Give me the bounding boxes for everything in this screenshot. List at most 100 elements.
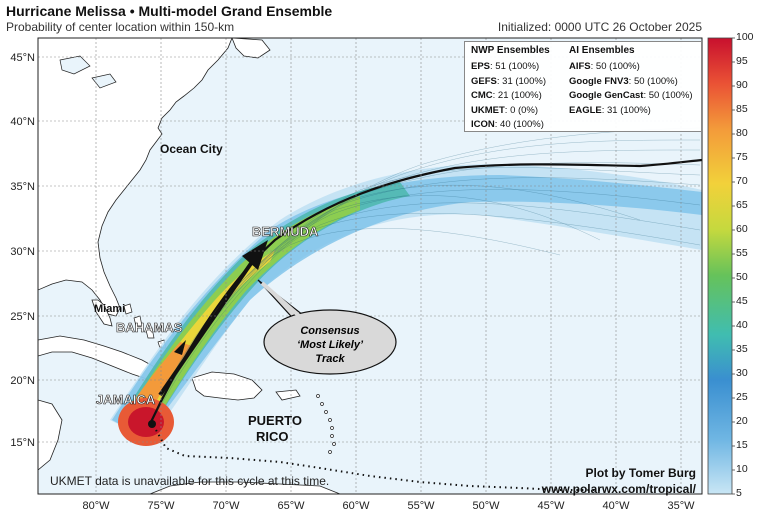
ai-header: AI Ensembles	[569, 45, 635, 56]
colorbar-tick-label: 55	[736, 247, 748, 259]
colorbar-tick-label: 70	[736, 175, 748, 187]
land-hispaniola	[191, 371, 263, 401]
lat-label: 40°N	[10, 116, 35, 128]
lon-label: 75°W	[147, 500, 175, 512]
colorbar-tick-label: 90	[736, 79, 748, 91]
ai-row: Google FNV3: 50 (100%)	[569, 75, 678, 87]
label-jamaica: JAMAICA	[96, 392, 156, 407]
colorbar-tick-label: 10	[736, 463, 748, 475]
land-central-america	[38, 399, 63, 471]
callout-line-2: ‘Most Likely’	[297, 339, 364, 351]
lon-label: 65°W	[277, 500, 305, 512]
land-nova-scotia	[231, 38, 271, 59]
label-puerto-rico-1: PUERTO	[248, 413, 302, 428]
model-count: 31 (100%)	[502, 75, 546, 87]
label-bahamas: BAHAMAS	[116, 320, 183, 335]
colorbar-tick-label: 20	[736, 415, 748, 427]
model-count: 50 (100%)	[648, 90, 693, 101]
colorbar-tick-label: 5	[736, 487, 742, 499]
colorbar-tick-label: 30	[736, 367, 748, 379]
model-name: Google GenCast	[569, 90, 644, 101]
lat-label: 30°N	[10, 246, 35, 258]
model-name: GEFS	[471, 75, 497, 87]
nwp-row: UKMET: 0 (0%)	[471, 104, 539, 116]
initialized-time: Initialized: 0000 UTC 26 October 2025	[497, 20, 702, 34]
model-count: 50 (100%)	[595, 61, 640, 72]
colorbar-tick-label: 85	[736, 103, 748, 115]
model-count: 40 (100%)	[500, 119, 544, 130]
chart-title: Hurricane Melissa • Multi-model Grand En…	[6, 3, 333, 19]
lon-label: 80°W	[82, 500, 110, 512]
lon-label: 60°W	[342, 500, 370, 512]
model-name: EPS	[471, 61, 491, 72]
ai-row: Google GenCast: 50 (100%)	[569, 90, 693, 101]
colorbar-tick-label: 100	[736, 31, 754, 43]
consensus-track	[149, 158, 702, 425]
colorbar-tick-label: 65	[736, 199, 748, 211]
probability-colorbar	[707, 37, 733, 495]
colorbar-ticks	[732, 37, 735, 495]
label-puerto-rico-2: RICO	[256, 429, 289, 444]
lon-label: 35°W	[667, 500, 695, 512]
ukmet-note: UKMET data is unavailable for this cycle…	[50, 474, 330, 488]
label-bermuda: BERMUDA	[252, 224, 319, 239]
colorbar-tick-label: 95	[736, 55, 748, 67]
lon-axis: 80°W 75°W 70°W 65°W 60°W 55°W 50°W 45°W …	[82, 500, 695, 512]
colorbar-tick-label: 35	[736, 343, 748, 355]
model-name: Google FNV3	[569, 75, 629, 87]
nwp-row: CMC: 21 (100%)	[471, 90, 542, 101]
model-count: 50 (100%)	[633, 75, 678, 87]
ensemble-legend: NWP Ensembles EPS: 51 (100%) GEFS: 31 (1…	[464, 41, 702, 132]
lat-label: 35°N	[10, 181, 35, 193]
colorbar-tick-label: 25	[736, 391, 748, 403]
colorbar-tick-label: 50	[736, 271, 748, 283]
lon-label: 55°W	[407, 500, 435, 512]
ai-row: AIFS: 50 (100%)	[569, 61, 640, 72]
lon-label: 50°W	[472, 500, 500, 512]
chart-subtitle: Probability of center location within 15…	[6, 20, 235, 34]
high-prob-core	[128, 407, 164, 437]
colorbar-tick-label: 75	[736, 151, 748, 163]
model-name: CMC	[471, 90, 493, 101]
label-miami: Miami	[94, 303, 125, 315]
lon-label: 70°W	[212, 500, 240, 512]
direction-arrow	[158, 240, 268, 397]
nwp-row: ICON: 40 (100%)	[471, 119, 544, 130]
colorbar-tick-label: 60	[736, 223, 748, 235]
consensus-callout: Consensus ‘Most Likely’ Track	[257, 279, 397, 375]
lat-axis: 15°N 20°N 25°N 30°N 35°N 40°N 45°N	[10, 52, 35, 449]
nwp-row: GEFS: 31 (100%)	[471, 75, 546, 87]
colorbar-tick-label: 15	[736, 439, 748, 451]
ai-ensembles-column: AI Ensembles AIFS: 50 (100%) Google FNV3…	[569, 45, 693, 119]
model-count: 21 (100%)	[497, 90, 542, 101]
model-count: 31 (100%)	[607, 104, 651, 116]
lesser-antilles	[316, 394, 336, 454]
colorbar-tick-label: 80	[736, 127, 748, 139]
label-ocean-city: Ocean City	[160, 142, 223, 156]
callout-line-3: Track	[315, 353, 345, 365]
model-name: UKMET	[471, 104, 505, 116]
model-name: EAGLE	[569, 104, 602, 116]
land-puerto-rico	[275, 389, 301, 401]
nwp-ensembles-column: NWP Ensembles EPS: 51 (100%) GEFS: 31 (1…	[471, 45, 550, 134]
callout-line-1: Consensus	[300, 325, 359, 337]
land-usa	[38, 38, 233, 317]
colorbar-tick-label: 40	[736, 319, 748, 331]
land-south-america	[149, 481, 341, 494]
model-count: 0 (0%)	[510, 104, 539, 116]
credit-block: Plot by Tomer Burg www.polarwx.com/tropi…	[542, 465, 696, 497]
lon-label: 45°W	[537, 500, 565, 512]
model-name: AIFS	[569, 61, 591, 72]
credit-author: Plot by Tomer Burg	[585, 466, 696, 480]
credit-url: www.polarwx.com/tropical/	[541, 482, 696, 496]
model-count: 51 (100%)	[495, 61, 540, 72]
nwp-row: EPS: 51 (100%)	[471, 61, 540, 72]
nwp-header: NWP Ensembles	[471, 45, 550, 56]
ai-row: EAGLE: 31 (100%)	[569, 104, 651, 116]
lat-label: 45°N	[10, 52, 35, 64]
model-name: ICON	[471, 119, 495, 130]
lat-label: 20°N	[10, 375, 35, 387]
colorbar-tick-label: 45	[736, 295, 748, 307]
map-border	[37, 37, 703, 495]
land-florida	[91, 299, 113, 327]
